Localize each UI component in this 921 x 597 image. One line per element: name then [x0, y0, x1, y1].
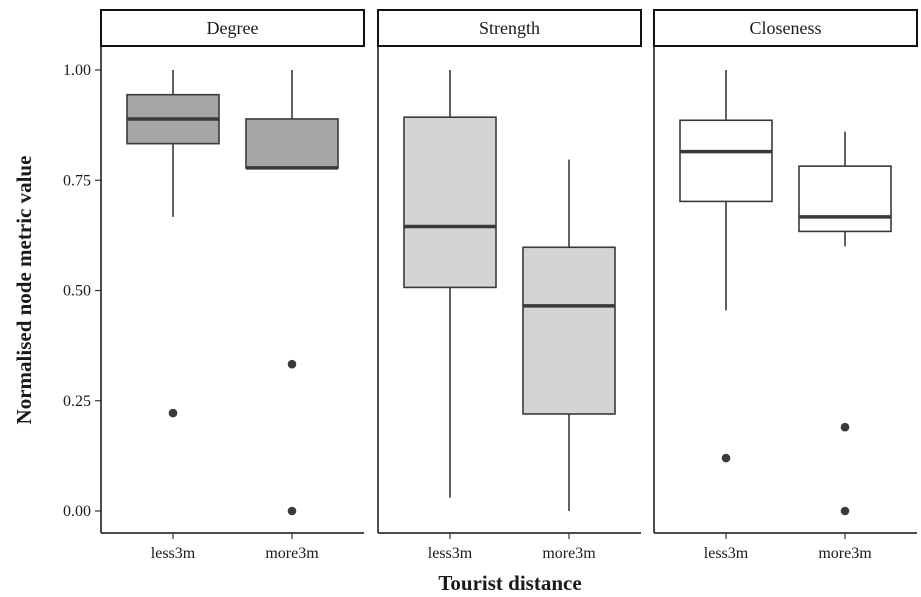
strip-closeness [653, 9, 918, 47]
outlier-point [168, 408, 178, 418]
strip-label-closeness: Closeness [750, 18, 822, 38]
strip-label-degree: Degree [207, 18, 259, 38]
box-less3m [403, 116, 497, 289]
y-axis-title: Normalised node metric value [12, 156, 36, 425]
y-tick-label: 0.50 [63, 283, 91, 300]
x-tick-label: more3m [818, 545, 872, 562]
outlier-point [287, 506, 297, 516]
plot-layer: 0.00 0.25 0.50 0.75 1.00 Degree less3m more3m St… [63, 9, 918, 562]
box-less3m [679, 119, 773, 203]
box-more3m [522, 246, 616, 415]
x-axis-title: Tourist distance [438, 571, 581, 595]
box-more3m [798, 165, 892, 233]
outlier-point [287, 359, 297, 369]
x-tick-label: more3m [265, 545, 319, 562]
x-tick-label: less3m [704, 545, 749, 562]
y-tick-label: 0.00 [63, 503, 91, 520]
x-tick-label: less3m [428, 545, 473, 562]
x-tick-label: more3m [542, 545, 596, 562]
outlier-point [840, 506, 850, 516]
strip-label-strength: Strength [479, 18, 540, 38]
y-tick-label: 1.00 [63, 62, 91, 79]
y-tick-label: 0.25 [63, 393, 91, 410]
outlier-point [840, 422, 850, 432]
x-tick-label: less3m [151, 545, 196, 562]
strip-degree [100, 9, 365, 47]
box-more3m [245, 118, 339, 169]
strip-strength [377, 9, 642, 47]
outlier-point [721, 453, 731, 463]
y-tick-label: 0.75 [63, 172, 91, 189]
